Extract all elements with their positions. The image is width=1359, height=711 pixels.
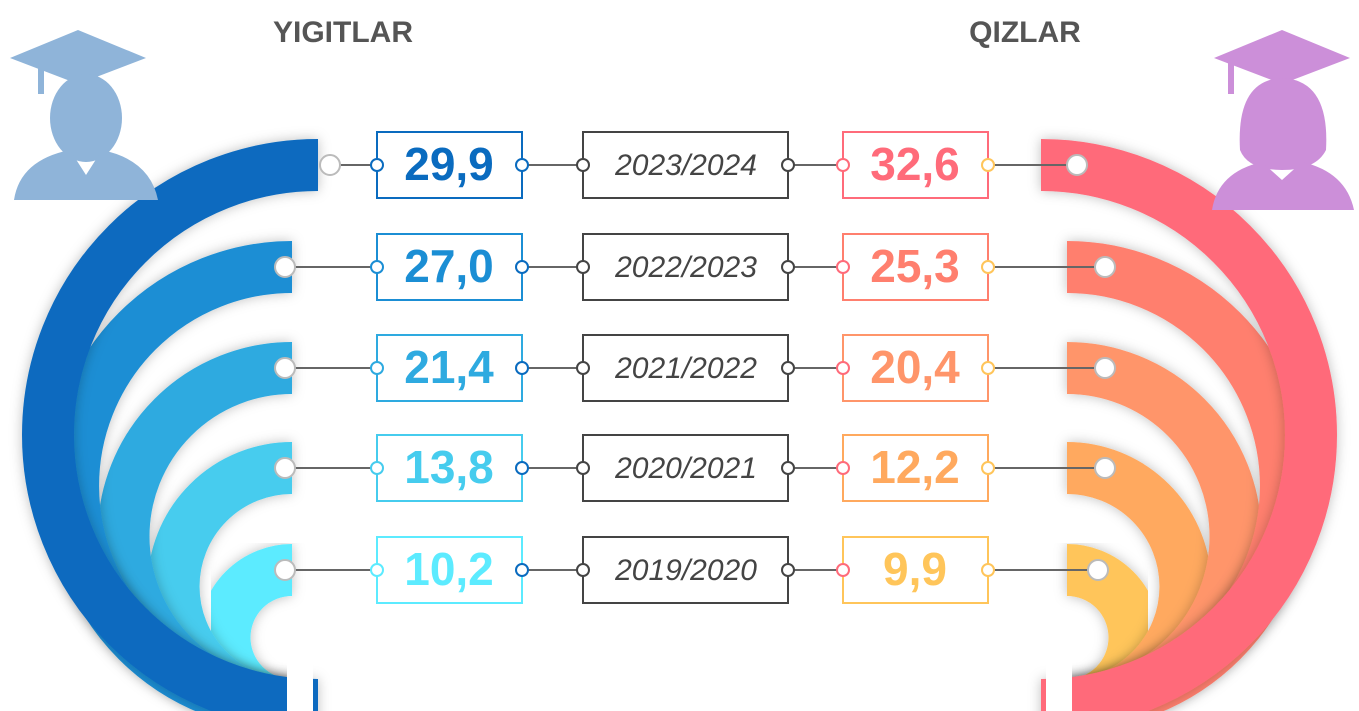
node <box>515 260 529 274</box>
node <box>515 461 529 475</box>
female-icon <box>1212 30 1354 210</box>
left-value: 29,9 <box>404 138 494 190</box>
node <box>1094 357 1116 379</box>
node <box>370 260 384 274</box>
left-foot <box>287 650 313 711</box>
right-value: 9,9 <box>883 543 947 595</box>
left-box <box>376 536 523 604</box>
node <box>1066 154 1088 176</box>
node <box>370 158 384 172</box>
year-box <box>582 233 789 301</box>
node <box>576 361 590 375</box>
node <box>370 361 384 375</box>
year-box <box>582 536 789 604</box>
year-box <box>582 434 789 502</box>
node <box>781 260 795 274</box>
year: 2019/2020 <box>614 554 757 587</box>
arcs <box>22 139 1337 711</box>
node <box>1094 457 1116 479</box>
right-foot <box>1046 650 1072 711</box>
year: 2021/2022 <box>614 352 757 385</box>
right-title: QIZLAR <box>969 16 1081 49</box>
node <box>781 461 795 475</box>
left-box <box>376 233 523 301</box>
node <box>981 158 995 172</box>
node <box>576 563 590 577</box>
node <box>836 361 850 375</box>
year: 2023/2024 <box>614 149 757 182</box>
right-value: 12,2 <box>870 441 960 493</box>
year: 2020/2021 <box>614 452 757 485</box>
node <box>576 158 590 172</box>
node <box>781 361 795 375</box>
node <box>370 461 384 475</box>
node <box>576 461 590 475</box>
node <box>781 158 795 172</box>
right-box <box>842 536 989 604</box>
year-box <box>582 131 789 199</box>
left-value: 21,4 <box>404 341 494 393</box>
right-value: 20,4 <box>870 341 960 393</box>
node <box>781 563 795 577</box>
right-box <box>842 434 989 502</box>
node <box>515 361 529 375</box>
node <box>836 461 850 475</box>
male-icon <box>10 30 158 200</box>
node <box>836 158 850 172</box>
right-value: 32,6 <box>870 138 960 190</box>
node <box>515 563 529 577</box>
node <box>515 158 529 172</box>
right-value: 25,3 <box>870 240 960 292</box>
node <box>576 260 590 274</box>
right-arc <box>1040 139 1337 711</box>
left-value: 13,8 <box>404 441 494 493</box>
node <box>274 256 296 278</box>
rows: 29,9 2023/2024 32,6 27,0 2022/2023 25,3 21,4 20… <box>274 131 1116 604</box>
node <box>274 559 296 581</box>
node <box>1094 256 1116 278</box>
node <box>836 563 850 577</box>
node <box>981 461 995 475</box>
left-value: 10,2 <box>404 543 494 595</box>
node <box>1087 559 1109 581</box>
node <box>981 563 995 577</box>
node <box>370 563 384 577</box>
node <box>274 457 296 479</box>
left-box <box>376 434 523 502</box>
left-value: 27,0 <box>404 240 494 292</box>
node <box>981 260 995 274</box>
right-box <box>842 233 989 301</box>
left-arc <box>22 139 319 711</box>
left-title: YIGITLAR <box>273 16 413 49</box>
node <box>836 260 850 274</box>
year: 2022/2023 <box>614 251 757 284</box>
year-box <box>582 334 789 402</box>
node <box>274 357 296 379</box>
node <box>319 154 341 176</box>
node <box>981 361 995 375</box>
